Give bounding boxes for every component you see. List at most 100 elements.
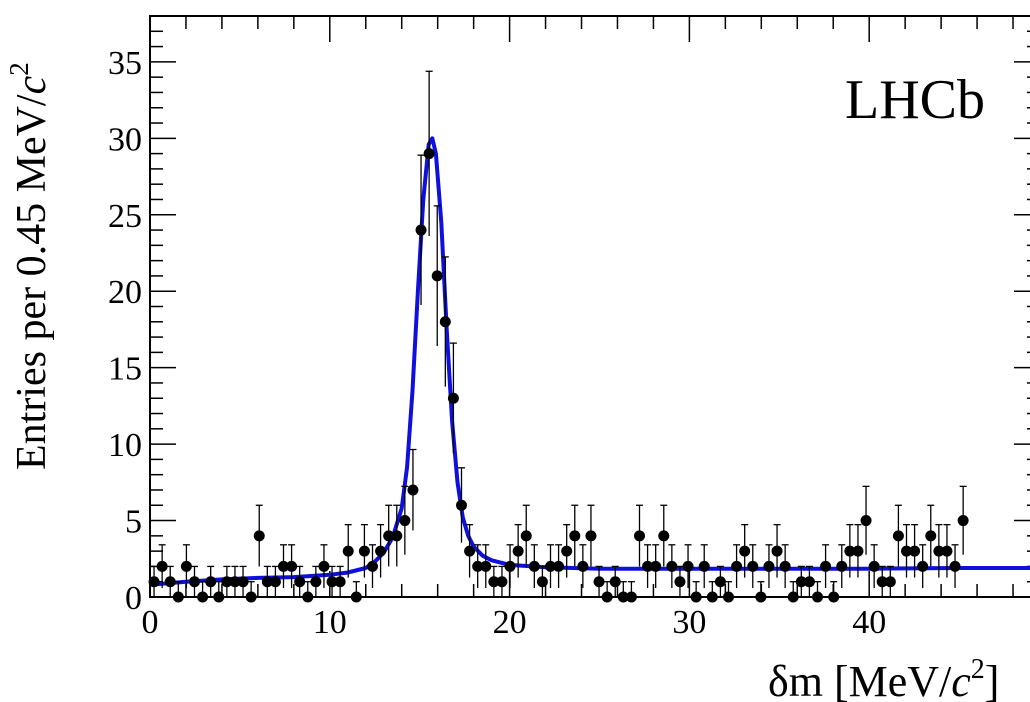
data-point: [917, 560, 929, 572]
data-point: [698, 560, 710, 572]
data-point: [350, 591, 362, 603]
data-point: [545, 560, 556, 572]
data-point: [803, 576, 815, 588]
data-point: [642, 560, 654, 572]
data-point: [795, 576, 807, 588]
data-point: [739, 545, 751, 557]
data-point: [464, 545, 476, 557]
data-point: [771, 545, 783, 557]
y-tick-label: 5: [125, 504, 142, 541]
data-point: [431, 270, 443, 282]
x-axis-label-main: δm [MeV/: [768, 657, 952, 702]
y-tick-label: 35: [108, 45, 142, 82]
data-point: [245, 591, 257, 603]
data-point: [828, 591, 840, 603]
x-tick-label: 30: [672, 604, 706, 641]
data-point: [197, 591, 209, 603]
data-points-group: [148, 70, 969, 603]
data-point: [747, 560, 759, 572]
data-point: [399, 515, 411, 527]
y-tick-label: 10: [108, 427, 142, 464]
data-point: [172, 591, 184, 603]
data-point: [690, 591, 702, 603]
data-point: [892, 530, 904, 542]
data-point: [520, 530, 532, 542]
data-point: [253, 530, 265, 542]
data-point: [156, 560, 168, 572]
data-point: [779, 560, 791, 572]
data-point: [706, 591, 718, 603]
data-point: [148, 576, 160, 588]
data-point: [472, 560, 484, 572]
x-axis-label: δm [MeV/c2]: [768, 654, 999, 702]
y-tick-label: 15: [108, 351, 142, 388]
data-point: [213, 591, 225, 603]
data-point: [617, 591, 629, 603]
data-point: [415, 224, 427, 236]
data-point: [447, 392, 459, 404]
data-point: [674, 576, 686, 588]
y-axis-label-exponent: 2: [4, 62, 34, 76]
data-point: [650, 560, 662, 572]
data-point: [868, 560, 880, 572]
data-point: [860, 515, 872, 527]
data-point: [787, 591, 799, 603]
data-point: [512, 545, 524, 557]
data-point: [949, 560, 961, 572]
data-point: [569, 530, 581, 542]
data-point: [957, 515, 969, 527]
x-tick-label: 20: [493, 604, 527, 641]
data-point: [601, 591, 613, 603]
x-axis-label-exponent: 2: [971, 654, 985, 685]
data-point: [909, 545, 921, 557]
y-tick-label: 0: [125, 580, 142, 617]
data-point: [553, 560, 565, 572]
x-tick-label: 0: [142, 604, 159, 641]
data-point: [593, 576, 605, 588]
data-point: [480, 560, 492, 572]
data-point: [844, 545, 856, 557]
y-axis-label-main: Entries per 0.45 MeV/: [9, 94, 55, 470]
data-point: [391, 530, 403, 542]
data-point: [585, 530, 597, 542]
data-point: [812, 591, 823, 603]
data-point: [334, 576, 346, 588]
data-point: [820, 560, 832, 572]
data-point: [407, 484, 419, 496]
data-point: [852, 545, 864, 557]
x-tick-label: 10: [313, 604, 347, 641]
data-point: [164, 576, 176, 588]
data-point: [561, 545, 573, 557]
y-tick-label: 30: [108, 121, 142, 158]
data-point: [755, 591, 767, 603]
data-point: [229, 576, 241, 588]
x-tick-label: 40: [852, 604, 886, 641]
data-point: [439, 316, 451, 328]
tick-labels: 0 10 20 30 40 0 5 10 15 20 25 30 35: [108, 45, 886, 641]
data-point: [682, 560, 694, 572]
data-point: [658, 530, 670, 542]
data-point: [286, 560, 298, 572]
experiment-label: LHCb: [845, 69, 985, 131]
data-point: [326, 576, 338, 588]
data-point: [375, 545, 387, 557]
data-point: [383, 530, 395, 542]
data-point: [278, 560, 289, 572]
data-point: [536, 576, 548, 588]
data-point: [318, 560, 330, 572]
data-point: [836, 560, 848, 572]
data-point: [496, 576, 508, 588]
data-point: [763, 560, 775, 572]
data-point: [269, 576, 281, 588]
y-axis-label: Entries per 0.45 MeV/c2: [4, 62, 55, 470]
y-tick-label: 25: [108, 198, 142, 235]
data-point: [358, 545, 370, 557]
data-point: [261, 576, 273, 588]
axes: [149, 15, 1030, 598]
y-tick-label: 20: [108, 274, 142, 311]
data-point: [310, 576, 322, 588]
data-point: [884, 576, 896, 588]
y-axis-label-unit: c: [9, 75, 55, 94]
data-point: [367, 560, 378, 572]
